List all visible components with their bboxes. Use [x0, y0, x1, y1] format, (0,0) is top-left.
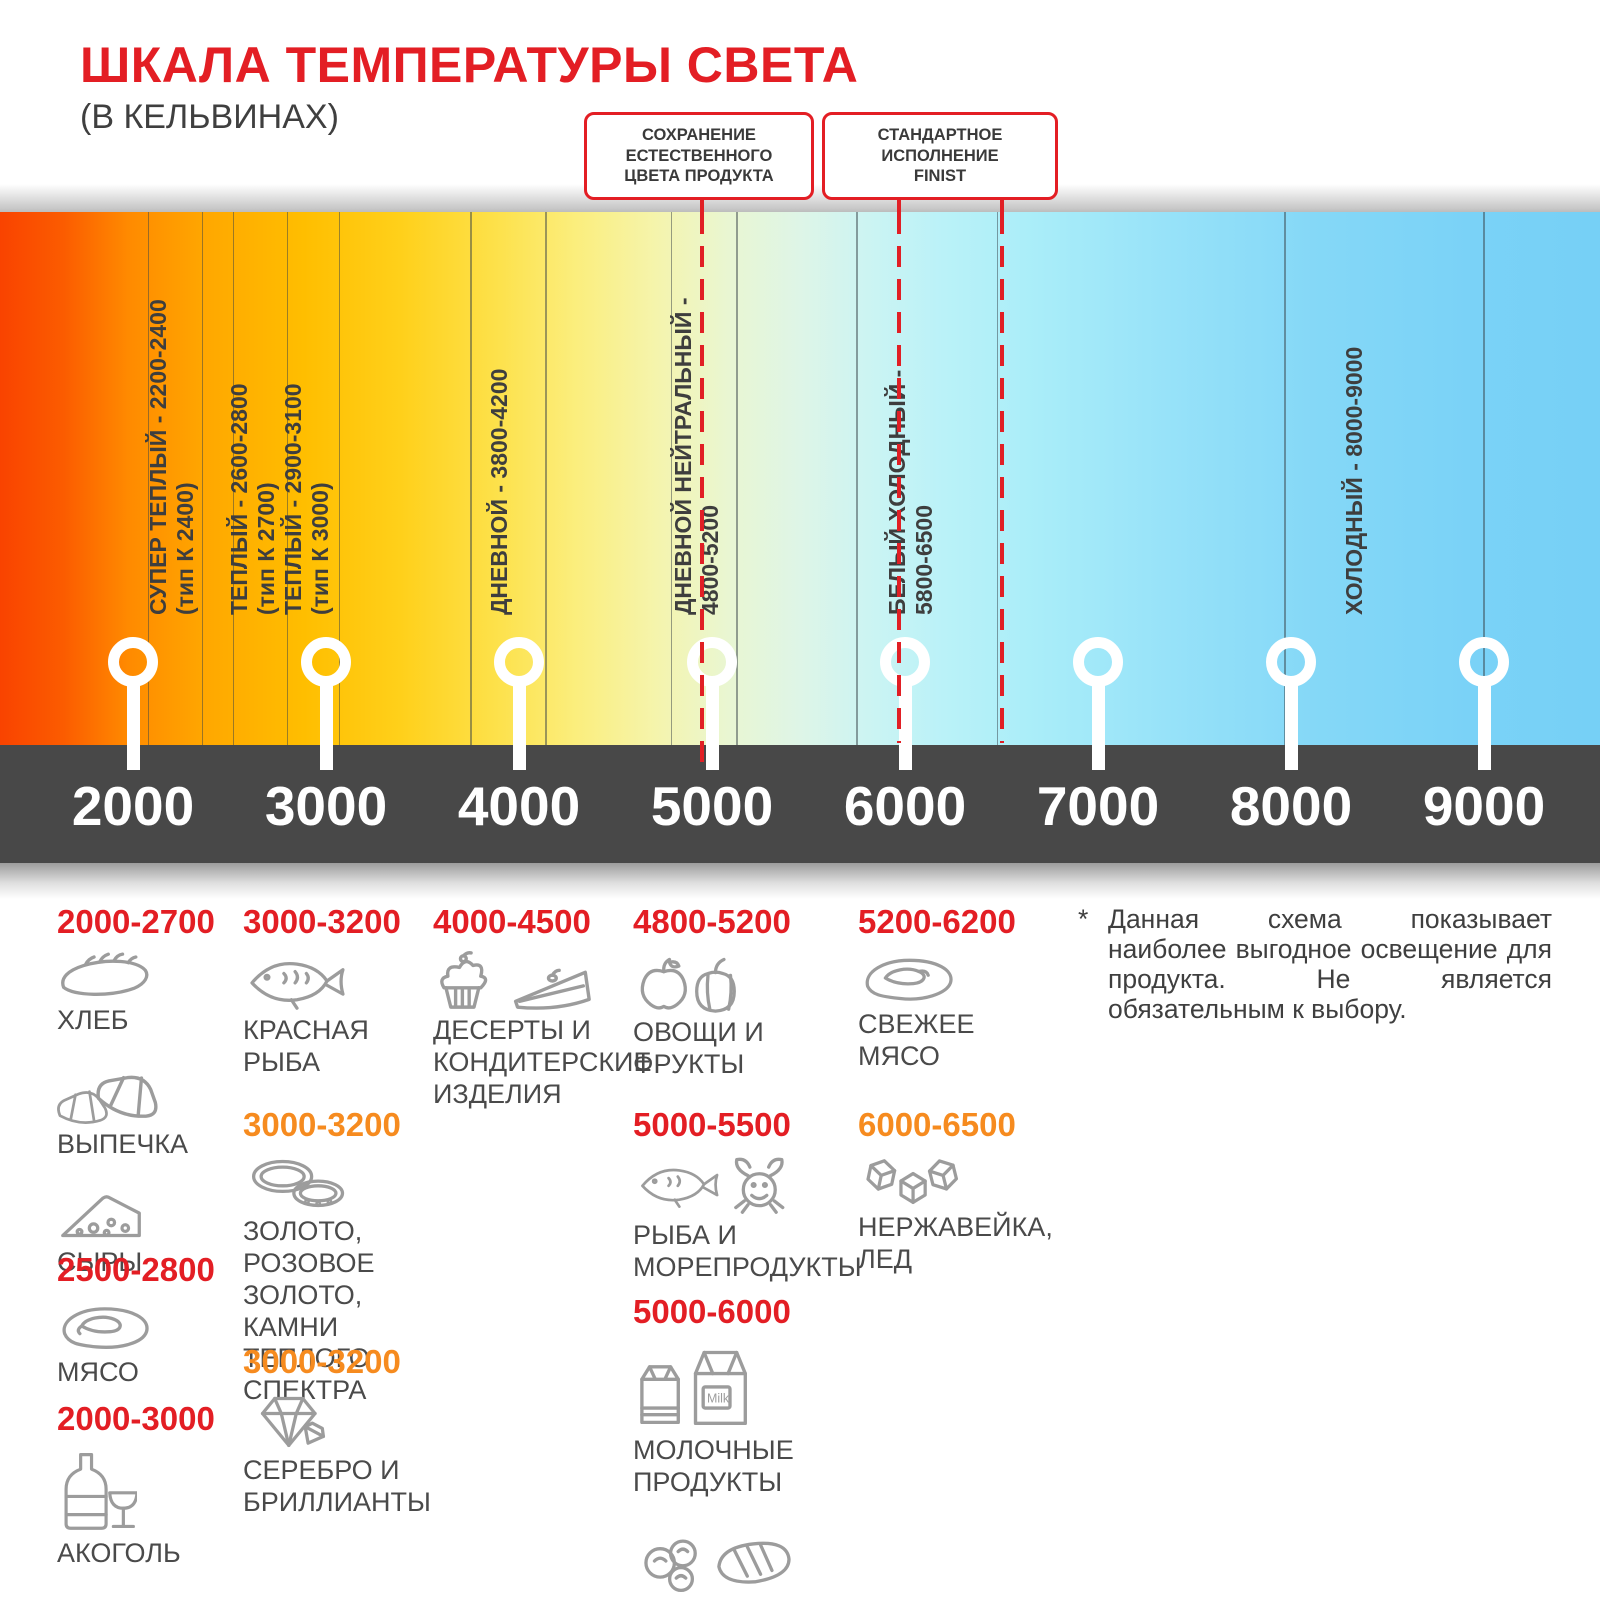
range-heading: 5200-6200	[858, 903, 1016, 940]
red-fish-icon	[243, 951, 468, 1011]
range-heading: 4000-4500	[433, 903, 591, 940]
range-heading: 2000-3000	[57, 1400, 215, 1437]
list-item: ХЛЕБ	[57, 951, 242, 1037]
fresh-meat-icon	[858, 951, 1058, 1005]
category-label: СВЕЖЕЕ МЯСО	[858, 1009, 975, 1071]
category-group: 6000-6500 НЕРЖАВЕЙКА, ЛЕД	[858, 1106, 1078, 1276]
category-group: 3000-3200 ЗОЛОТО, РОЗОВОЕ ЗОЛОТО, КАМНИ ТЕ…	[243, 1106, 468, 1407]
category-group: 2500-2800 МЯСО	[57, 1251, 242, 1389]
callout-natural-color: СОХРАНЕНИЕ ЕСТЕСТВЕННОГО ЦВЕТА ПРОДУКТА	[584, 112, 814, 200]
category-label: ХЛЕБ	[57, 1005, 129, 1035]
category-group: 5200-6200 СВЕЖЕЕ МЯСО	[858, 903, 1058, 1073]
range-heading: 4800-5200	[633, 903, 791, 940]
croissant-icon	[57, 1063, 242, 1125]
list-item: МЯСО	[57, 1299, 242, 1389]
category-group: 3000-3200 СЕРЕБРО И БРИЛЛИАНТЫ	[243, 1343, 468, 1519]
bottom-shadow-band	[0, 863, 1600, 899]
category-label: ДЕСЕРТЫ И КОНДИТЕРСКИЕ ИЗДЕЛИЯ	[433, 1015, 652, 1109]
category-group: 4800-5200 ОВОЩИ И ФРУКТЫ	[633, 903, 943, 1081]
category-group: 2000-3000 АКОГОЛЬ	[57, 1400, 242, 1570]
category-label: НЕРЖАВЕЙКА, ЛЕД	[858, 1212, 1053, 1274]
footnote-asterisk: *	[1078, 904, 1089, 934]
list-item: РЫБА И МОРЕПРОДУКТЫ	[633, 1154, 943, 1284]
category-group: 3000-3200 КРАСНАЯ РЫБА	[243, 903, 468, 1079]
kelvin-gradient-bar	[0, 212, 1600, 745]
range-heading: 5000-6000	[633, 1293, 791, 1330]
list-item: ЗАМОРОЖЕННЫЕПОЛУФАБРИКАТЫ	[633, 1525, 943, 1600]
category-label: МОЛОЧНЫЕ ПРОДУКТЫ	[633, 1435, 794, 1497]
category-group: 5000-5500 РЫ	[633, 1106, 943, 1284]
page-subtitle: (В КЕЛЬВИНАХ)	[80, 98, 339, 136]
range-heading: 3000-3200	[243, 903, 401, 940]
seafood-icon	[633, 1154, 943, 1216]
category-label: РЫБА И МОРЕПРОДУКТЫ	[633, 1220, 862, 1282]
category-group: 5000-6000 Milk МОЛОЧНЫЕ ПРОДУКТЫ	[633, 1293, 943, 1600]
footnote-text: Данная схема показывает наиболее выгодно…	[1108, 904, 1552, 1024]
range-heading: 3000-3200	[243, 1106, 401, 1143]
diamond-icon	[243, 1391, 468, 1451]
frozen-food-icon	[633, 1525, 943, 1597]
category-label: МЯСО	[57, 1357, 139, 1387]
ice-icon	[858, 1154, 1078, 1208]
cheese-icon	[57, 1187, 242, 1243]
category-label: ЗОЛОТО, РОЗОВОЕ ЗОЛОТО, КАМНИ ТЕПЛОГО СПЕКТ…	[243, 1216, 375, 1406]
category-label: ОВОЩИ И ФРУКТЫ	[633, 1017, 764, 1079]
list-item: Milk МОЛОЧНЫЕ ПРОДУКТЫ	[633, 1341, 943, 1499]
category-label: АКОГОЛЬ	[57, 1538, 181, 1568]
list-item: ЗОЛОТО, РОЗОВОЕ ЗОЛОТО, КАМНИ ТЕПЛОГО СПЕКТ…	[243, 1154, 468, 1407]
list-item: СЫРЫ	[57, 1187, 242, 1279]
list-item: СЕРЕБРО И БРИЛЛИАНТЫ	[243, 1391, 468, 1519]
range-heading: 2500-2800	[57, 1251, 215, 1288]
gold-rings-icon	[243, 1154, 468, 1212]
svg-text:Milk: Milk	[707, 1391, 730, 1405]
range-heading: 5000-5500	[633, 1106, 791, 1143]
dessert-icon	[433, 951, 633, 1011]
meat-icon	[57, 1299, 242, 1353]
bread-icon	[57, 951, 242, 1001]
dairy-icon: Milk	[633, 1341, 943, 1431]
list-item: НЕРЖАВЕЙКА, ЛЕД	[858, 1154, 1078, 1276]
range-heading: 3000-3200	[243, 1343, 401, 1380]
kelvin-axis-bar	[0, 745, 1600, 863]
range-heading: 2000-2700	[57, 903, 215, 940]
footnote: * Данная схема показывает наиболее выгод…	[1056, 904, 1552, 1025]
list-item: ДЕСЕРТЫ И КОНДИТЕРСКИЕ ИЗДЕЛИЯ	[433, 951, 652, 1111]
category-label: СЕРЕБРО И БРИЛЛИАНТЫ	[243, 1455, 431, 1517]
category-label: СЫРЫ	[57, 1246, 143, 1277]
category-label: КРАСНАЯ РЫБА	[243, 1015, 369, 1077]
list-item: КРАСНАЯ РЫБА	[243, 951, 468, 1079]
callout-finist-standard: СТАНДАРТНОЕ ИСПОЛНЕНИЕ FINIST	[822, 112, 1058, 200]
list-item: ВЫПЕЧКА	[57, 1063, 242, 1161]
page-title: ШКАЛА ТЕМПЕРАТУРЫ СВЕТА	[80, 37, 859, 93]
vegetables-fruits-icon	[633, 951, 943, 1013]
category-group: 4000-4500 ДЕСЕРТЫ И КОНДИТЕРСКИЕ ИЗДЕЛИЯ	[433, 903, 652, 1111]
alcohol-icon	[57, 1448, 242, 1534]
category-label: ВЫПЕЧКА	[57, 1128, 189, 1159]
list-item: СВЕЖЕЕ МЯСО	[858, 951, 1058, 1073]
list-item: ОВОЩИ И ФРУКТЫ	[633, 951, 943, 1081]
range-heading: 6000-6500	[858, 1106, 1016, 1143]
category-group: 2000-2700 ХЛЕБ ВЫПЕЧКА	[57, 903, 242, 1279]
list-item: АКОГОЛЬ	[57, 1448, 242, 1570]
